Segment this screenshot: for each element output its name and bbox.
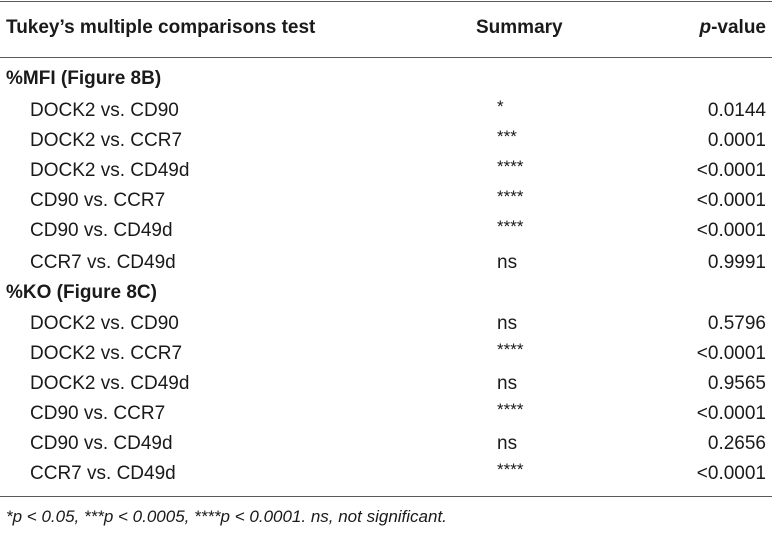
header-pvalue-italic: p [699,17,712,38]
pvalue-cell: <0.0001 [696,220,766,241]
comparison-cell: CD90 vs. CCR7 [30,403,166,424]
header-pvalue: p-value [699,13,766,43]
comparison-cell: CD90 vs. CD49d [30,220,173,241]
comparison-cell: DOCK2 vs. CD90 [30,313,179,334]
summary-cell: **** [497,340,524,359]
header-test: Tukey’s multiple comparisons test [6,17,316,38]
pvalue-cell: <0.0001 [696,343,766,364]
summary-cell: **** [497,400,524,419]
table-row: CD90 vs. CD49d **** <0.0001 [0,216,772,246]
table-row: DOCK2 vs. CCR7 **** <0.0001 [0,339,772,369]
pvalue-cell: 0.0001 [707,130,766,151]
table-row: CD90 vs. CD49d ns 0.2656 [0,429,772,459]
summary-cell: *** [497,127,517,146]
pvalue-cell: 0.9565 [707,373,766,394]
comparison-cell: CCR7 vs. CD49d [30,252,176,273]
pvalue-cell: <0.0001 [696,403,766,424]
comparison-cell: DOCK2 vs. CCR7 [30,343,183,364]
table-bottom-rule [0,496,772,497]
comparison-cell: CD90 vs. CCR7 [30,190,166,211]
summary-cell: ns [497,433,518,454]
section-title-row: %KO (Figure 8C) [0,278,772,308]
pvalue-cell: 0.5796 [707,313,766,334]
comparison-cell: CCR7 vs. CD49d [30,463,176,484]
header-bottom-rule [0,57,772,58]
comparison-cell: DOCK2 vs. CD90 [30,100,179,121]
section-title: %MFI (Figure 8B) [6,68,162,89]
summary-cell: ns [497,313,518,334]
table-row: DOCK2 vs. CD49d ns 0.9565 [0,369,772,399]
table-row: CCR7 vs. CD49d ns 0.9991 [0,248,772,278]
pvalue-cell: <0.0001 [696,160,766,181]
table-header-row: Tukey’s multiple comparisons test Summar… [0,13,772,43]
summary-cell: * [497,97,504,116]
summary-cell: **** [497,157,524,176]
table-footnote: *p < 0.05, ***p < 0.0005, ****p < 0.0001… [6,507,447,526]
pvalue-cell: 0.2656 [707,433,766,454]
summary-cell: ns [497,252,518,273]
section-title: %KO (Figure 8C) [6,282,157,303]
table-top-rule [0,1,772,2]
table-row: CD90 vs. CCR7 **** <0.0001 [0,399,772,429]
comparison-cell: CD90 vs. CD49d [30,433,173,454]
comparison-cell: DOCK2 vs. CD49d [30,373,190,394]
pvalue-cell: 0.0144 [707,100,766,121]
pvalue-cell: <0.0001 [696,463,766,484]
comparison-cell: DOCK2 vs. CD49d [30,160,190,181]
table-row: CD90 vs. CCR7 **** <0.0001 [0,186,772,216]
summary-cell: **** [497,187,524,206]
table-row: DOCK2 vs. CD90 ns 0.5796 [0,309,772,339]
header-pvalue-suffix: -value [711,17,766,38]
summary-cell: ns [497,373,518,394]
table-row: CCR7 vs. CD49d **** <0.0001 [0,459,772,489]
summary-cell: **** [497,460,524,479]
comparison-cell: DOCK2 vs. CCR7 [30,130,183,151]
pvalue-cell: 0.9991 [707,252,766,273]
section-title-row: %MFI (Figure 8B) [0,64,772,94]
table-row: DOCK2 vs. CD49d **** <0.0001 [0,156,772,186]
summary-cell: **** [497,217,524,236]
table-row: DOCK2 vs. CCR7 *** 0.0001 [0,126,772,156]
pvalue-cell: <0.0001 [696,190,766,211]
table-row: DOCK2 vs. CD90 * 0.0144 [0,96,772,126]
header-summary: Summary [476,17,563,38]
